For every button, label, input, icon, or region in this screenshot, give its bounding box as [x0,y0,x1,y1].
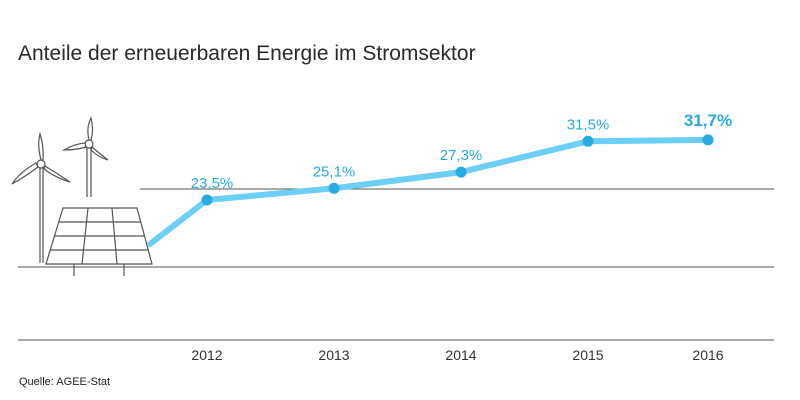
x-tick-label-2013: 2013 [318,347,349,363]
data-point-2013 [328,182,340,194]
series-layer [147,134,714,247]
x-tick-label-2015: 2015 [572,347,603,363]
x-tick-label-2014: 2014 [445,347,476,363]
x-tick-label-2012: 2012 [191,347,222,363]
source-note: Quelle: AGEE-Stat [19,376,111,388]
data-label-2015: 31,5% [567,116,610,133]
data-label-2012: 23,5% [191,175,234,192]
data-label-2014: 27,3% [440,147,483,164]
x-tick-label-2016: 2016 [692,347,723,363]
series-line [147,136,711,247]
chart-title: Anteile der erneuerbaren Energie im Stro… [18,42,476,65]
data-label-2013: 25,1% [313,163,356,180]
data-label-2016: 31,7% [684,111,732,130]
wind-turbine-icon [11,116,109,263]
labels-layer: 23,5% 2012 25,1% 2013 27,3% 2014 31,5% 2015 31,7… [191,111,732,363]
data-point-2016 [702,134,714,146]
solar-panel-icon [45,207,153,276]
data-point-2012 [201,194,213,206]
data-point-2014 [455,166,467,178]
data-point-2015 [582,135,594,147]
grid-lines [18,188,774,341]
